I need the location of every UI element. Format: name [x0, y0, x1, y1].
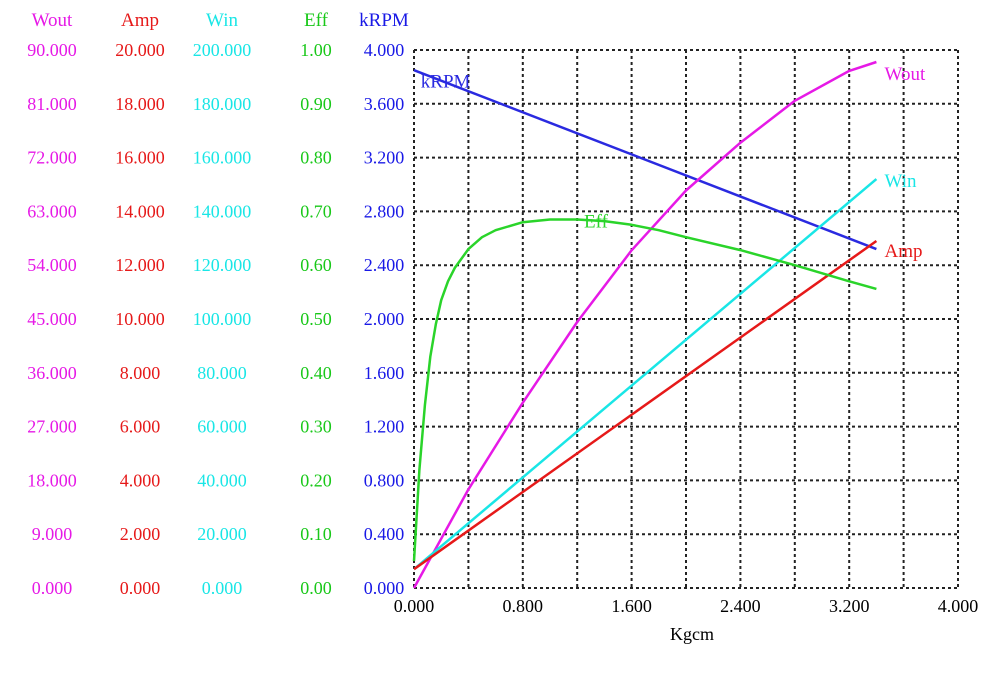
y-tick-label-krpm: 0.400	[364, 524, 405, 544]
x-tick-label: 0.800	[503, 596, 544, 616]
axis-header-amp: Amp	[121, 10, 159, 31]
x-axis-tick-labels: 0.000 0.800 1.600 2.400 3.200 4.000	[394, 596, 979, 616]
y-tick-label-krpm: 0.000	[364, 578, 405, 598]
x-tick-label: 2.400	[720, 596, 761, 616]
y-tick-label-amp: 2.000	[120, 524, 161, 544]
y-tick-label-win: 180.000	[193, 94, 252, 114]
x-axis-label: Kgcm	[670, 624, 714, 644]
y-tick-label-win: 160.000	[193, 148, 252, 168]
series-label-win: Win	[885, 171, 917, 192]
y-tick-label-krpm: 2.400	[364, 255, 405, 275]
y-tick-label-wout: 45.000	[27, 309, 77, 329]
y-tick-label-krpm: 1.600	[364, 363, 405, 383]
y-tick-label-win: 200.000	[193, 40, 252, 60]
y-tick-label-eff: 0.20	[300, 470, 332, 490]
axis-header-krpm: kRPM	[359, 10, 409, 31]
y-tick-label-krpm: 4.000	[364, 40, 405, 60]
y-tick-label-eff: 0.70	[300, 201, 332, 221]
series-line-krpm	[413, 69, 877, 251]
y-tick-label-eff: 0.00	[300, 578, 332, 598]
y-tick-label-amp: 20.000	[115, 40, 165, 60]
y-tick-label-win: 120.000	[193, 255, 252, 275]
y-tick-label-wout: 81.000	[27, 94, 77, 114]
y-tick-label-win: 60.000	[197, 417, 247, 437]
x-tick-label: 1.600	[611, 596, 652, 616]
y-tick-label-win: 140.000	[193, 201, 252, 221]
series-line-eff	[412, 218, 877, 562]
y-tick-label-eff: 0.50	[300, 309, 332, 329]
y-tick-label-krpm: 3.200	[364, 148, 405, 168]
y-tick-label-wout: 9.000	[32, 524, 73, 544]
y-tick-label-amp: 14.000	[115, 201, 165, 221]
axis-header-win: Win	[206, 10, 238, 31]
series-line-wout	[412, 60, 877, 589]
y-tick-label-wout: 27.000	[27, 417, 77, 437]
y-tick-label-amp: 0.000	[120, 578, 161, 598]
y-tick-label-eff: 0.10	[300, 524, 332, 544]
y-tick-label-amp: 12.000	[115, 255, 165, 275]
y-tick-label-amp: 4.000	[120, 470, 161, 490]
y-tick-label-amp: 10.000	[115, 309, 165, 329]
x-tick-label: 0.000	[394, 596, 435, 616]
y-tick-label-eff: 0.40	[300, 363, 332, 383]
y-tick-label-win: 40.000	[197, 470, 247, 490]
y-tick-label-eff: 0.30	[300, 417, 332, 437]
plot-grid	[413, 49, 959, 589]
y-tick-label-amp: 6.000	[120, 417, 161, 437]
y-tick-label-krpm: 2.800	[364, 201, 405, 221]
axis-header-eff: Eff	[304, 10, 329, 31]
y-axes-tick-labels: Wout 0.000 9.000 18.000 27.000 36.000 45.000 54…	[27, 10, 409, 598]
series-label-eff: Eff	[584, 212, 609, 233]
y-tick-label-amp: 16.000	[115, 148, 165, 168]
y-tick-label-eff: 1.00	[300, 40, 332, 60]
y-tick-label-krpm: 3.600	[364, 94, 405, 114]
y-tick-label-win: 80.000	[197, 363, 247, 383]
y-tick-label-win: 0.000	[202, 578, 243, 598]
axis-header-wout: Wout	[32, 10, 73, 31]
y-tick-label-amp: 18.000	[115, 94, 165, 114]
y-tick-label-krpm: 2.000	[364, 309, 405, 329]
y-tick-label-wout: 72.000	[27, 148, 77, 168]
y-tick-label-krpm: 1.200	[364, 417, 405, 437]
y-tick-label-wout: 63.000	[27, 201, 77, 221]
series-line-amp	[413, 239, 878, 571]
y-tick-label-wout: 90.000	[27, 40, 77, 60]
y-tick-label-wout: 54.000	[27, 255, 77, 275]
x-tick-label: 3.200	[829, 596, 870, 616]
y-tick-label-eff: 0.60	[300, 255, 332, 275]
y-tick-label-wout: 0.000	[32, 578, 73, 598]
series-lines	[412, 60, 878, 589]
y-tick-label-krpm: 0.800	[364, 470, 405, 490]
series-line-win	[413, 178, 878, 571]
series-label-wout: Wout	[885, 64, 926, 85]
y-tick-label-wout: 36.000	[27, 363, 77, 383]
y-tick-label-win: 100.000	[193, 309, 252, 329]
series-labels: kRPM Wout Win Amp Eff	[421, 64, 926, 262]
x-tick-label: 4.000	[938, 596, 979, 616]
y-tick-label-wout: 18.000	[27, 470, 77, 490]
series-label-amp: Amp	[885, 241, 923, 262]
series-label-krpm: kRPM	[421, 72, 471, 93]
y-tick-label-amp: 8.000	[120, 363, 161, 383]
y-tick-label-win: 20.000	[197, 524, 247, 544]
y-tick-label-eff: 0.90	[300, 94, 332, 114]
y-tick-label-eff: 0.80	[300, 148, 332, 168]
